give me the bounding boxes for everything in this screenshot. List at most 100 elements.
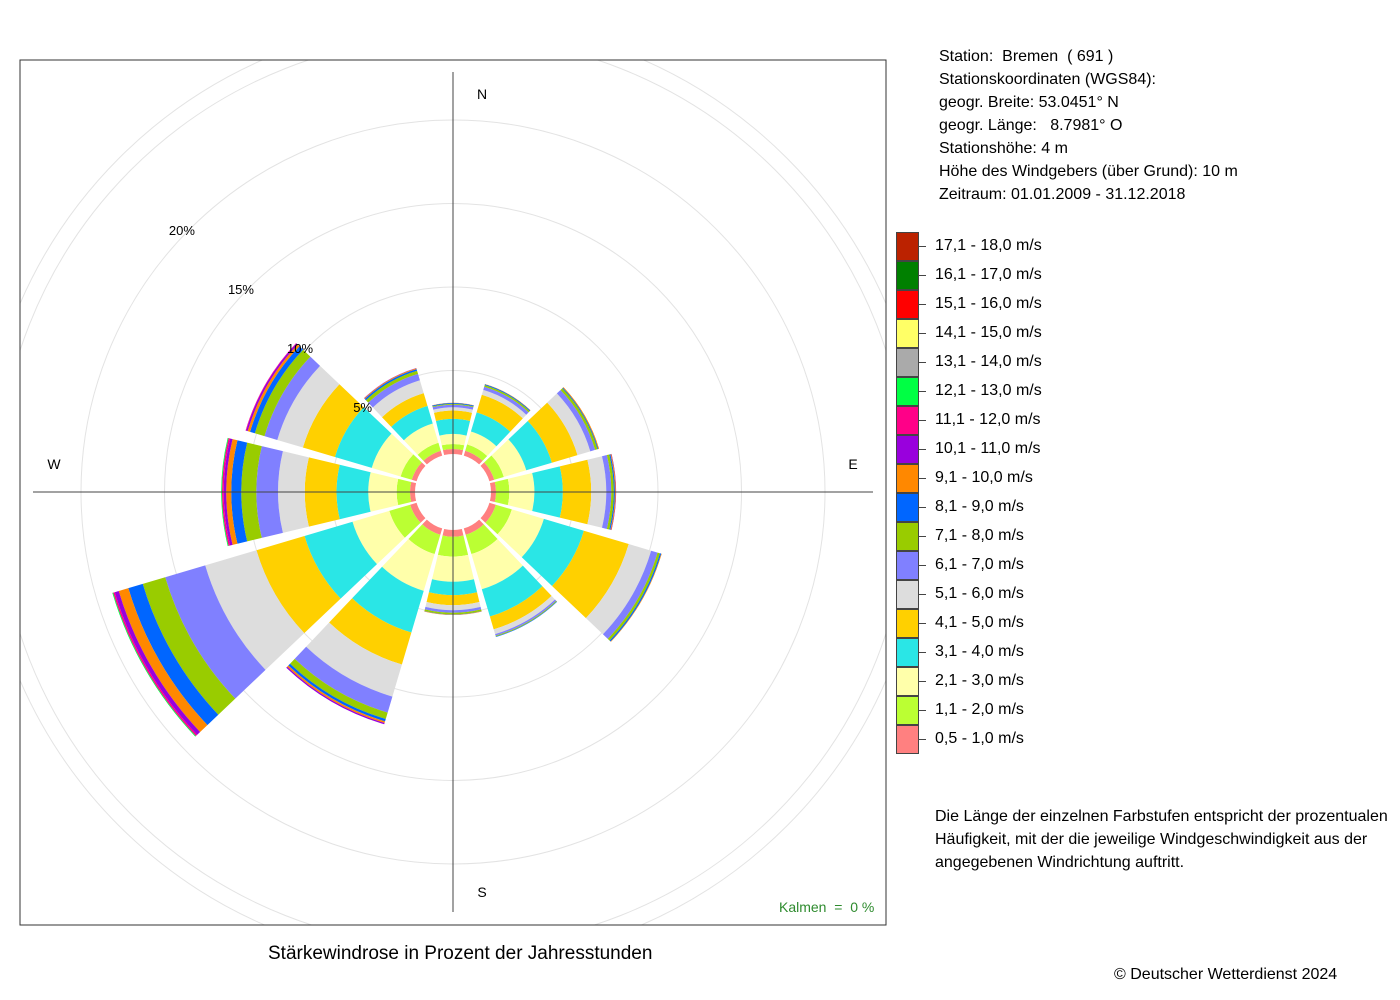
sector-270-class-12 <box>221 437 229 547</box>
sector-300-class-2 <box>371 433 414 477</box>
explanation-note: Die Länge der einzelnen Farbstufen entsp… <box>935 805 1388 874</box>
sector-120-class-0 <box>480 502 496 523</box>
sector-150-class-2 <box>471 538 523 590</box>
copyright: © Deutscher Wetterdienst 2024 <box>1114 966 1338 983</box>
sector-240-class-3 <box>304 521 377 599</box>
radial-tick-label-15: 15% <box>228 282 254 297</box>
legend-label: 8,1 - 9,0 m/s <box>935 498 1024 515</box>
legend-swatch <box>896 638 919 667</box>
legend-tick <box>919 681 926 682</box>
legend-label: 11,1 - 12,0 m/s <box>935 411 1041 428</box>
legend-swatch <box>896 580 919 609</box>
sector-150-class-0 <box>463 519 484 535</box>
sector-30-class-7 <box>484 385 530 413</box>
legend-tick <box>919 246 926 247</box>
legend-label: 10,1 - 11,0 m/s <box>935 440 1041 457</box>
sector-330-class-2 <box>403 423 439 455</box>
legend-swatch <box>896 667 919 696</box>
sector-150-class-4 <box>489 586 552 630</box>
sector-90-class-7 <box>606 454 614 530</box>
sector-0-class-9 <box>432 402 474 406</box>
sector-60-class-0 <box>480 462 495 482</box>
sector-300-class-3 <box>334 407 392 468</box>
legend-tick <box>919 391 926 392</box>
sector-120-class-3 <box>521 518 584 586</box>
compass-axes <box>33 72 873 912</box>
sector-180-class-8 <box>424 610 482 615</box>
legend-tick <box>919 739 926 740</box>
sector-240-class-6 <box>165 565 266 699</box>
legend-swatch <box>896 232 919 261</box>
sector-90-class-8 <box>609 454 615 530</box>
sector-120-class-2 <box>497 509 544 558</box>
latitude: geogr. Breite: 53.0451° N <box>939 94 1119 111</box>
compass-label-w: W <box>47 456 61 472</box>
coords-heading: Stationskoordinaten (WGS84): <box>939 71 1156 88</box>
station-info: Station: Bremen ( 691 ) Stationskoordina… <box>939 45 1238 206</box>
sector-120-class-6 <box>602 550 658 639</box>
sector-30-class-4 <box>476 394 523 432</box>
sector-60-class-1 <box>484 455 504 480</box>
sector-300-class-0 <box>411 462 426 482</box>
sector-330-class-1 <box>417 442 441 461</box>
legend-swatch <box>896 493 919 522</box>
legend-label: 6,1 - 7,0 m/s <box>935 556 1024 573</box>
legend-swatch <box>896 319 919 348</box>
note-line-1: Die Länge der einzelnen Farbstufen entsp… <box>935 808 1388 825</box>
radial-tick-label-5: 5% <box>353 400 372 415</box>
sector-300-class-9 <box>247 344 300 432</box>
sector-300-class-5 <box>277 365 340 448</box>
anemometer-height: Höhe des Windgebers (über Grund): 10 m <box>939 163 1238 180</box>
sector-210-class-2 <box>382 538 435 591</box>
legend-swatch <box>896 696 919 725</box>
legend-label: 3,1 - 4,0 m/s <box>935 643 1024 660</box>
sector-180-class-9 <box>424 611 482 616</box>
sector-270-class-10 <box>223 438 233 546</box>
legend-label: 17,1 - 18,0 m/s <box>935 237 1042 254</box>
sector-120-class-5 <box>585 544 652 635</box>
chart-title: Stärkewindrose in Prozent der Jahresstun… <box>268 943 653 964</box>
time-period: Zeitraum: 01.01.2009 - 31.12.2018 <box>939 186 1186 203</box>
plot-frame <box>19 59 887 926</box>
sector-300-class-1 <box>400 454 422 480</box>
sector-330-class-8 <box>364 369 418 401</box>
note-line-3: angegebenen Windrichtung auftritt. <box>935 854 1185 871</box>
sector-60-class-5 <box>547 393 591 456</box>
legend-label: 9,1 - 10,0 m/s <box>935 469 1033 486</box>
sector-330-class-0 <box>423 450 443 465</box>
sector-210-class-0 <box>422 519 443 535</box>
sector-30-class-3 <box>470 412 511 447</box>
sector-240-class-1 <box>389 504 421 538</box>
sector-60-class-2 <box>491 439 527 477</box>
sector-330-class-6 <box>368 373 420 408</box>
legend-label: 13,1 - 14,0 m/s <box>935 353 1042 370</box>
sector-30-class-1 <box>465 444 488 461</box>
sector-60-class-3 <box>508 421 552 471</box>
sector-210-class-4 <box>329 598 412 665</box>
sector-0-class-7 <box>432 403 474 408</box>
legend-label: 0,5 - 1,0 m/s <box>935 730 1024 747</box>
sector-210-class-6 <box>294 646 393 713</box>
legend-tick <box>919 478 926 479</box>
legend-swatch <box>896 522 919 551</box>
legend-tick <box>919 652 926 653</box>
sector-240-class-10 <box>114 591 201 735</box>
sector-270-class-11 <box>222 438 231 546</box>
legend-swatch <box>896 406 919 435</box>
legend-tick <box>919 623 926 624</box>
sector-0-class-8 <box>432 403 474 407</box>
legend-swatch <box>896 609 919 638</box>
legend-label: 4,1 - 5,0 m/s <box>935 614 1024 631</box>
sector-60-class-4 <box>527 402 578 463</box>
longitude: geogr. Länge: 8.7981° O <box>939 117 1123 134</box>
legend-label: 16,1 - 17,0 m/s <box>935 266 1042 283</box>
compass-label-s: S <box>477 884 486 900</box>
sector-240-class-5 <box>205 550 305 670</box>
station-name: Station: Bremen ( 691 ) <box>939 48 1114 65</box>
compass-label-n: N <box>477 86 487 102</box>
compass-label-e: E <box>848 456 857 472</box>
legend-label: 7,1 - 8,0 m/s <box>935 527 1024 544</box>
legend-swatch <box>896 464 919 493</box>
sector-240-class-8 <box>128 583 219 726</box>
legend-label: 1,1 - 2,0 m/s <box>935 701 1024 718</box>
